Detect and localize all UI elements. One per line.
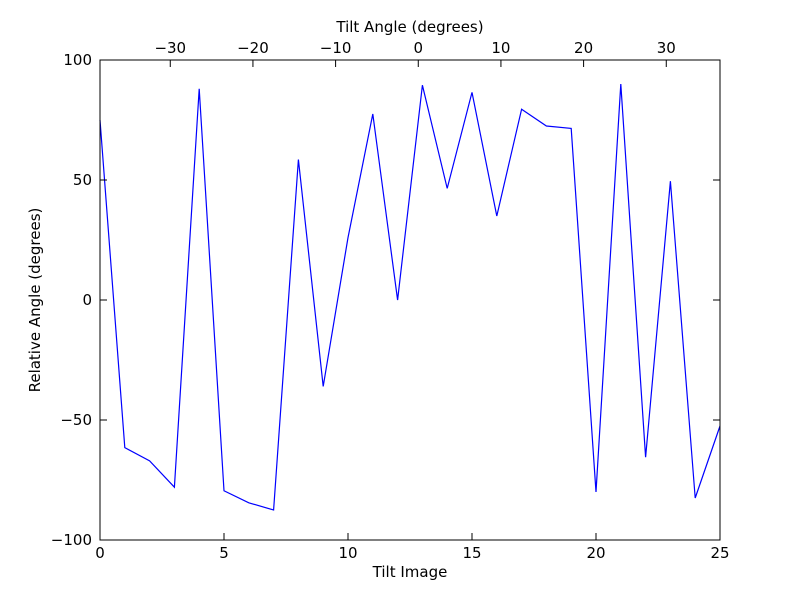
x2-tick-label: −30 — [154, 39, 186, 57]
y-tick-label: 100 — [63, 51, 92, 69]
x-axis-top: −30 −20 −10 0 10 20 30 — [154, 39, 676, 67]
x-tick-label: 15 — [462, 544, 481, 562]
x-tick-label: 5 — [219, 544, 229, 562]
y-tick-label: −100 — [51, 531, 92, 549]
x2-tick-label: −20 — [237, 39, 269, 57]
y-axis: −100 −50 0 50 100 — [51, 51, 720, 549]
x-tick-label: 0 — [95, 544, 105, 562]
x2-tick-label: −10 — [320, 39, 352, 57]
x2-tick-label: 30 — [657, 39, 676, 57]
x2-tick-label: 20 — [574, 39, 593, 57]
x-axis-label: Tilt Image — [372, 563, 448, 581]
y-axis-label: Relative Angle (degrees) — [26, 208, 44, 393]
x2-tick-label: 10 — [491, 39, 510, 57]
series-layer — [99, 83, 721, 511]
x-tick-label: 25 — [710, 544, 729, 562]
x-axis-bottom: 0 5 10 15 20 25 — [95, 533, 730, 562]
series-line-0 — [99, 83, 721, 511]
x-tick-label: 20 — [586, 544, 605, 562]
y-tick-label: 0 — [82, 291, 92, 309]
x2-tick-label: 0 — [413, 39, 423, 57]
x-tick-label: 10 — [338, 544, 357, 562]
y-tick-label: 50 — [73, 171, 92, 189]
top-x-axis-label: Tilt Angle (degrees) — [335, 18, 483, 36]
y-tick-label: −50 — [60, 411, 92, 429]
